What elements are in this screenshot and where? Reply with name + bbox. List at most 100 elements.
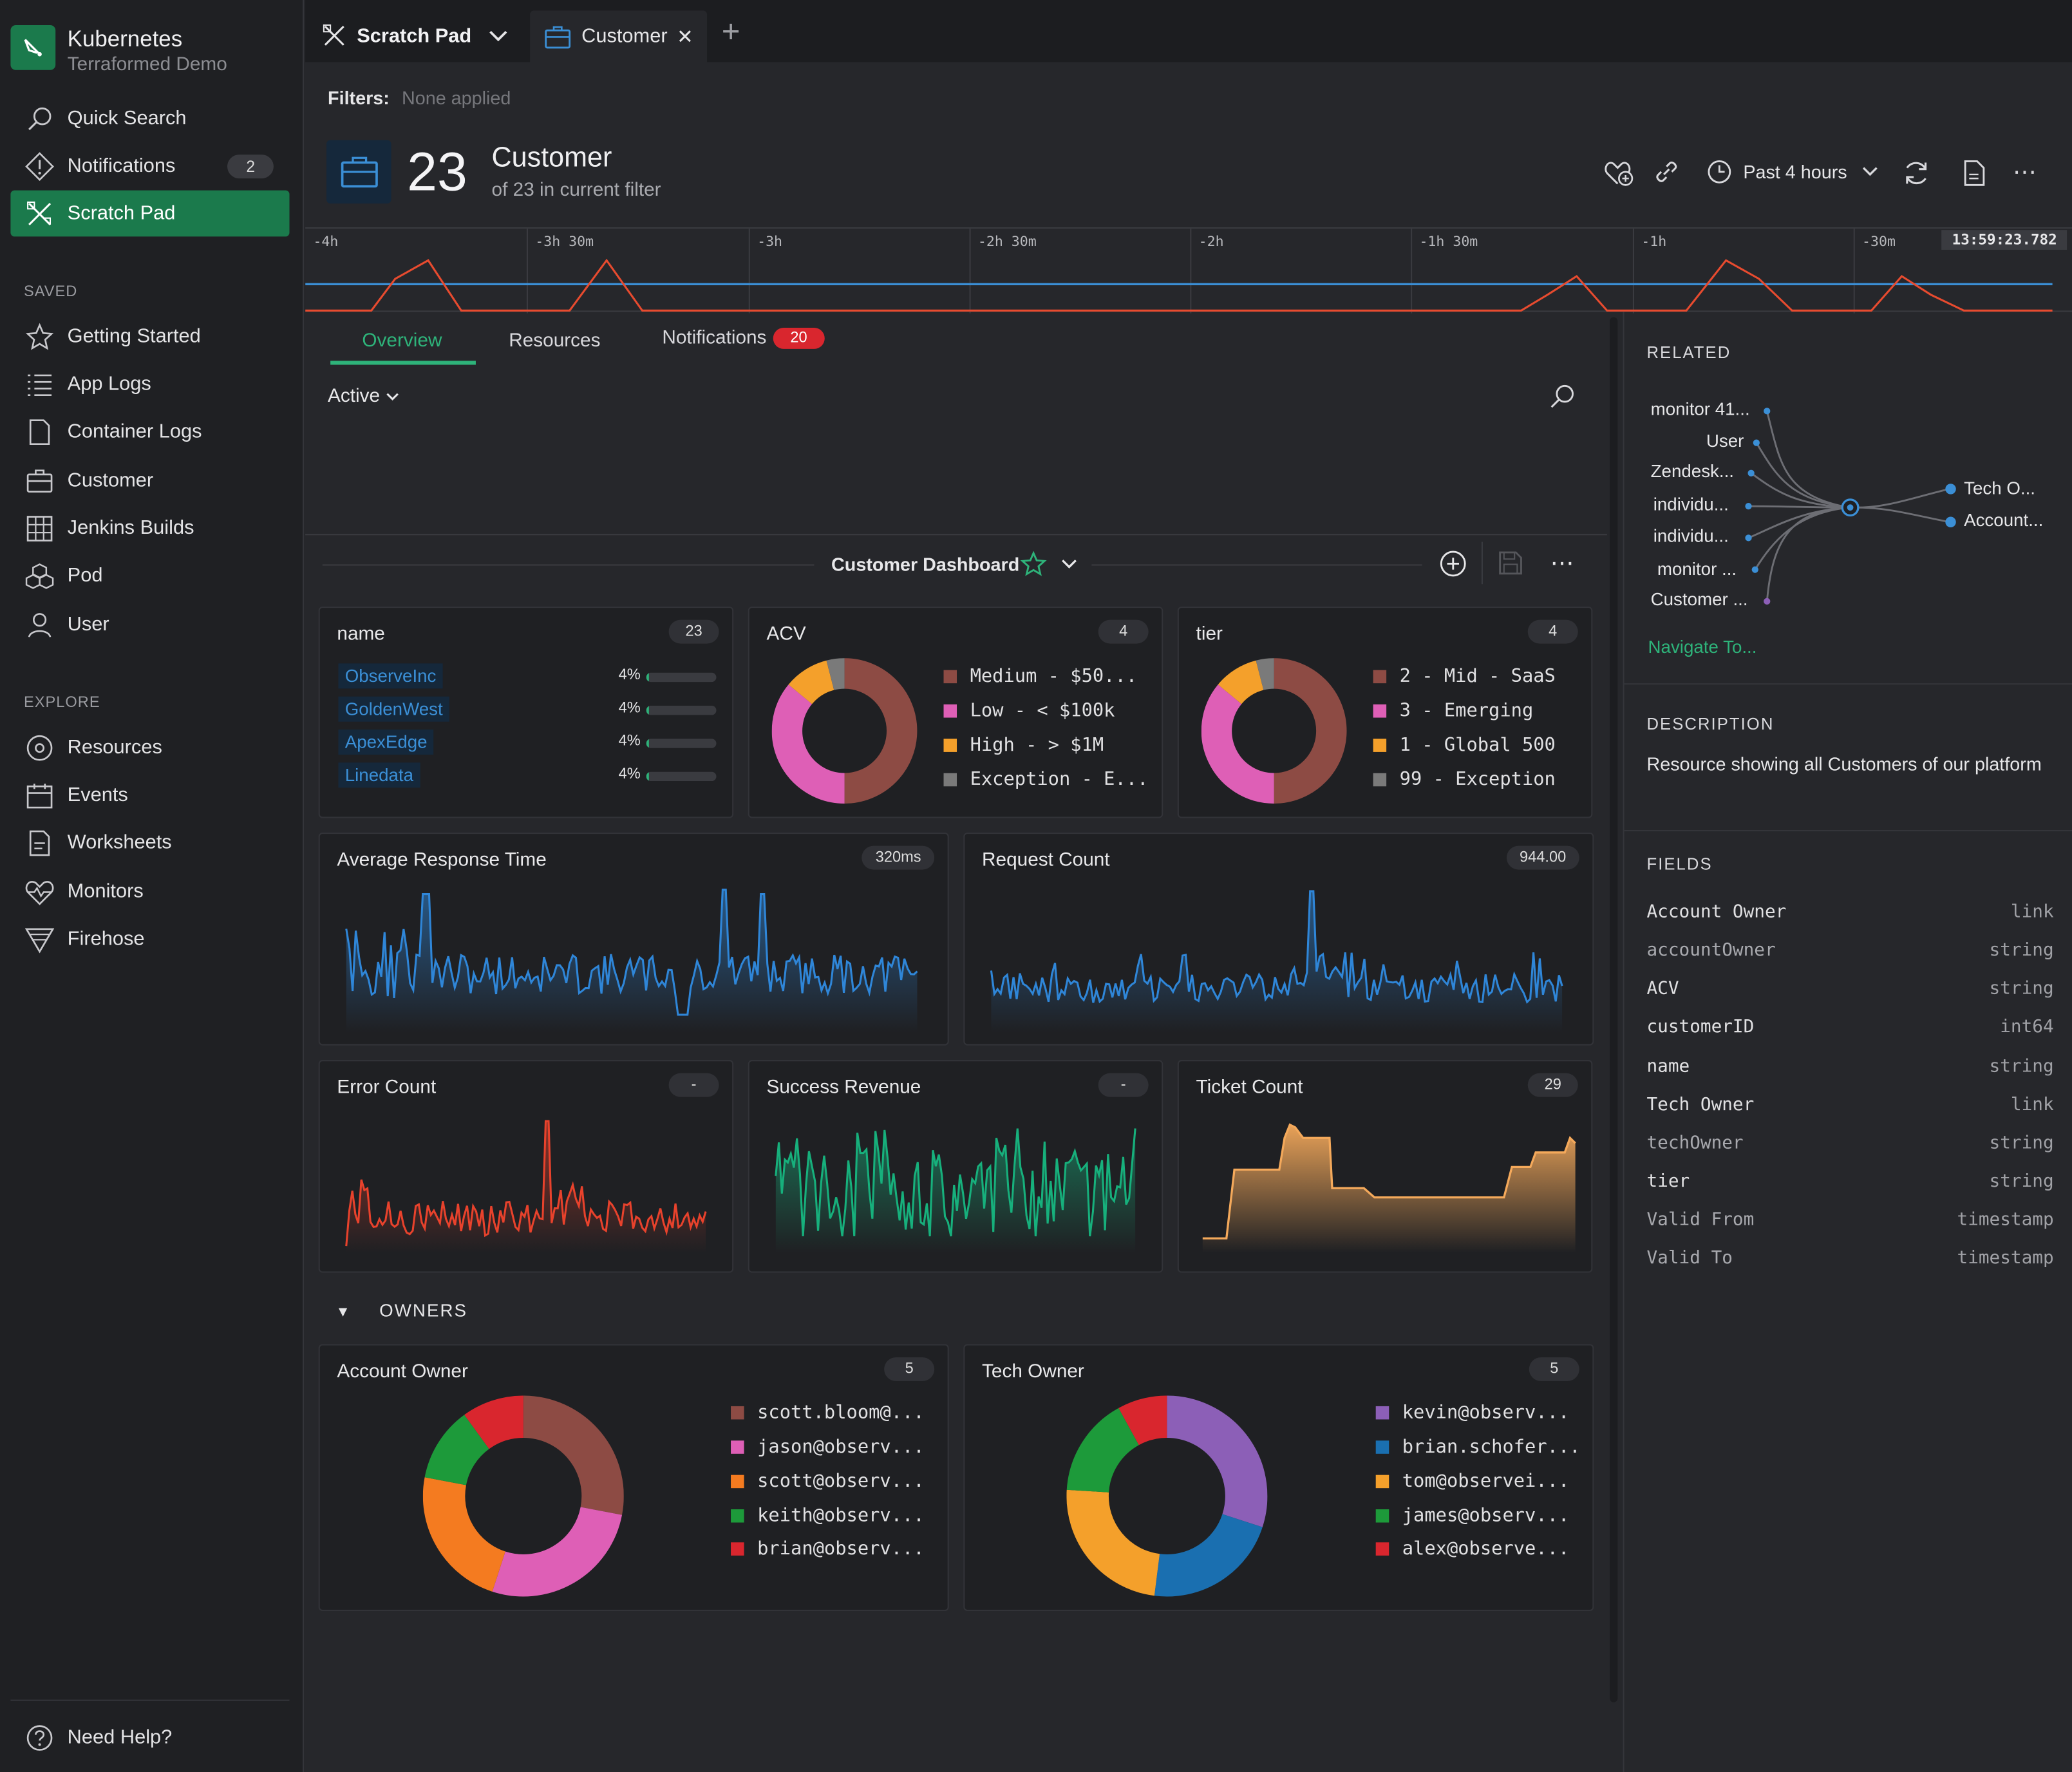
legend-item[interactable]: High - > $1M: [943, 735, 1104, 756]
export-button[interactable]: [1963, 160, 1986, 193]
donut-slice[interactable]: [1256, 658, 1275, 690]
list-item[interactable]: ApexEdge 4%: [338, 730, 721, 759]
need-help-button[interactable]: Need Help?: [10, 1714, 289, 1760]
close-icon[interactable]: ✕: [676, 26, 693, 48]
sparkline-chart[interactable]: [344, 1114, 709, 1253]
legend-item[interactable]: 2 - Mid - SaaS: [1373, 666, 1556, 687]
field-row[interactable]: techOwner string: [1646, 1133, 2054, 1154]
more-options-button[interactable]: ⋯: [2013, 158, 2039, 185]
sidebar-item-monitors[interactable]: Monitors: [10, 869, 289, 915]
list-item[interactable]: ObserveInc 4%: [338, 663, 721, 692]
sidebar-item-scratch-pad[interactable]: Scratch Pad: [10, 190, 290, 237]
sidebar-item-pod[interactable]: Pod: [10, 552, 289, 599]
field-row[interactable]: Account Owner link: [1646, 901, 2054, 923]
favorite-star-icon[interactable]: [1020, 551, 1047, 584]
related-node[interactable]: individu...: [1653, 525, 1729, 546]
legend-item[interactable]: jason@observ...: [731, 1437, 925, 1458]
legend-item[interactable]: 1 - Global 500: [1373, 735, 1556, 756]
owners-section-header[interactable]: OWNERS: [379, 1300, 468, 1321]
field-row[interactable]: accountOwner string: [1646, 939, 2054, 961]
time-range-picker[interactable]: Past 4 hours: [1706, 158, 1879, 185]
tab-notifications[interactable]: Notifications 20: [662, 328, 825, 349]
monitor-add-button[interactable]: [1603, 158, 1635, 194]
legend-item[interactable]: Exception - E...: [943, 769, 1148, 790]
account-owner-donut-chart[interactable]: [422, 1395, 624, 1597]
field-row[interactable]: Valid From timestamp: [1646, 1209, 2054, 1230]
related-node[interactable]: individu...: [1653, 494, 1729, 514]
dashboard-chevron-down-icon[interactable]: [1060, 555, 1078, 580]
sparkline-chart[interactable]: [988, 887, 1565, 1033]
donut-slice[interactable]: [424, 1415, 490, 1486]
ticket-step-chart[interactable]: [1200, 1114, 1578, 1253]
sidebar-item-user[interactable]: User: [10, 601, 289, 648]
scrollbar-track[interactable]: [1610, 317, 1618, 1702]
legend-item[interactable]: Medium - $50...: [943, 666, 1137, 687]
chevron-down-icon[interactable]: [487, 25, 509, 46]
filters-value[interactable]: None applied: [401, 87, 511, 109]
legend-item[interactable]: alex@observe...: [1375, 1538, 1569, 1560]
sparkline-chart[interactable]: [773, 1114, 1138, 1253]
tech-owner-donut-chart[interactable]: [1066, 1395, 1268, 1597]
donut-slice[interactable]: [826, 658, 845, 690]
donut-slice[interactable]: [1166, 1395, 1268, 1527]
search-button[interactable]: [1549, 383, 1576, 416]
owners-collapse-toggle[interactable]: ▼: [335, 1304, 350, 1321]
sidebar-item-container-logs[interactable]: Container Logs: [10, 408, 289, 455]
sidebar-item-firehose[interactable]: Firehose: [10, 916, 289, 962]
donut-slice[interactable]: [464, 1395, 524, 1449]
legend-item[interactable]: Low - < $100k: [943, 701, 1115, 722]
related-node[interactable]: Zendesk...: [1650, 461, 1735, 482]
tab-customer[interactable]: Customer ✕: [530, 10, 708, 62]
field-row[interactable]: ACV string: [1646, 977, 2054, 999]
related-node[interactable]: Customer ...: [1650, 589, 1748, 610]
list-item[interactable]: GoldenWest 4%: [338, 696, 721, 726]
legend-item[interactable]: james@observ...: [1375, 1505, 1569, 1527]
donut-slice[interactable]: [1066, 1408, 1140, 1493]
related-node[interactable]: User: [1706, 431, 1744, 451]
sidebar-item-customer[interactable]: Customer: [10, 457, 289, 504]
tab-scratch-pad[interactable]: Scratch Pad: [321, 10, 530, 61]
dashboard-more-button[interactable]: ⋯: [1550, 549, 1574, 576]
related-node[interactable]: monitor ...: [1657, 559, 1737, 580]
sidebar-item-getting-started[interactable]: Getting Started: [10, 313, 289, 359]
donut-slice[interactable]: [771, 684, 845, 804]
related-node[interactable]: Tech O...: [1964, 478, 2035, 498]
legend-item[interactable]: 99 - Exception: [1373, 769, 1556, 790]
acv-donut-chart[interactable]: [771, 658, 918, 804]
donut-slice[interactable]: [788, 660, 835, 704]
donut-slice[interactable]: [1273, 658, 1347, 804]
sparkline-chart[interactable]: [344, 887, 920, 1033]
donut-slice[interactable]: [522, 1395, 624, 1515]
legend-item[interactable]: scott@observ...: [731, 1471, 925, 1492]
field-row[interactable]: name string: [1646, 1055, 2054, 1077]
active-filter-dropdown[interactable]: Active: [328, 386, 400, 407]
sidebar-item-notifications[interactable]: Notifications 2: [10, 143, 289, 189]
legend-item[interactable]: tom@observei...: [1375, 1471, 1569, 1492]
dashboard-title[interactable]: Customer Dashboard: [831, 554, 1020, 575]
app-logo[interactable]: [10, 24, 56, 70]
donut-slice[interactable]: [1218, 660, 1265, 704]
tab-overview[interactable]: Overview: [362, 330, 442, 352]
donut-slice[interactable]: [843, 658, 918, 804]
legend-item[interactable]: kevin@observ...: [1375, 1402, 1569, 1424]
sidebar-item-resources[interactable]: Resources: [10, 724, 289, 771]
donut-slice[interactable]: [1066, 1489, 1161, 1596]
donut-slice[interactable]: [1154, 1513, 1263, 1597]
field-row[interactable]: Tech Owner link: [1646, 1094, 2054, 1116]
sidebar-item-app-logs[interactable]: App Logs: [10, 361, 289, 407]
refresh-button[interactable]: [1902, 158, 1931, 194]
donut-slice[interactable]: [1118, 1395, 1168, 1446]
new-tab-button[interactable]: +: [721, 14, 740, 50]
sidebar-item-jenkins-builds[interactable]: Jenkins Builds: [10, 505, 289, 551]
timeline[interactable]: -4h -3h 30m -3h -2h 30m -2h -1h 30m -1h …: [305, 227, 2072, 314]
link-button[interactable]: [1653, 158, 1680, 191]
field-row[interactable]: Valid To timestamp: [1646, 1247, 2054, 1269]
navigate-to-link[interactable]: Navigate To...: [1648, 637, 1757, 657]
legend-item[interactable]: 3 - Emerging: [1373, 701, 1533, 722]
add-widget-button[interactable]: [1439, 550, 1467, 584]
sidebar-item-worksheets[interactable]: Worksheets: [10, 820, 289, 866]
donut-slice[interactable]: [492, 1506, 623, 1597]
field-row[interactable]: customerID int64: [1646, 1016, 2054, 1038]
legend-item[interactable]: scott.bloom@...: [731, 1402, 925, 1424]
donut-slice[interactable]: [422, 1477, 506, 1592]
